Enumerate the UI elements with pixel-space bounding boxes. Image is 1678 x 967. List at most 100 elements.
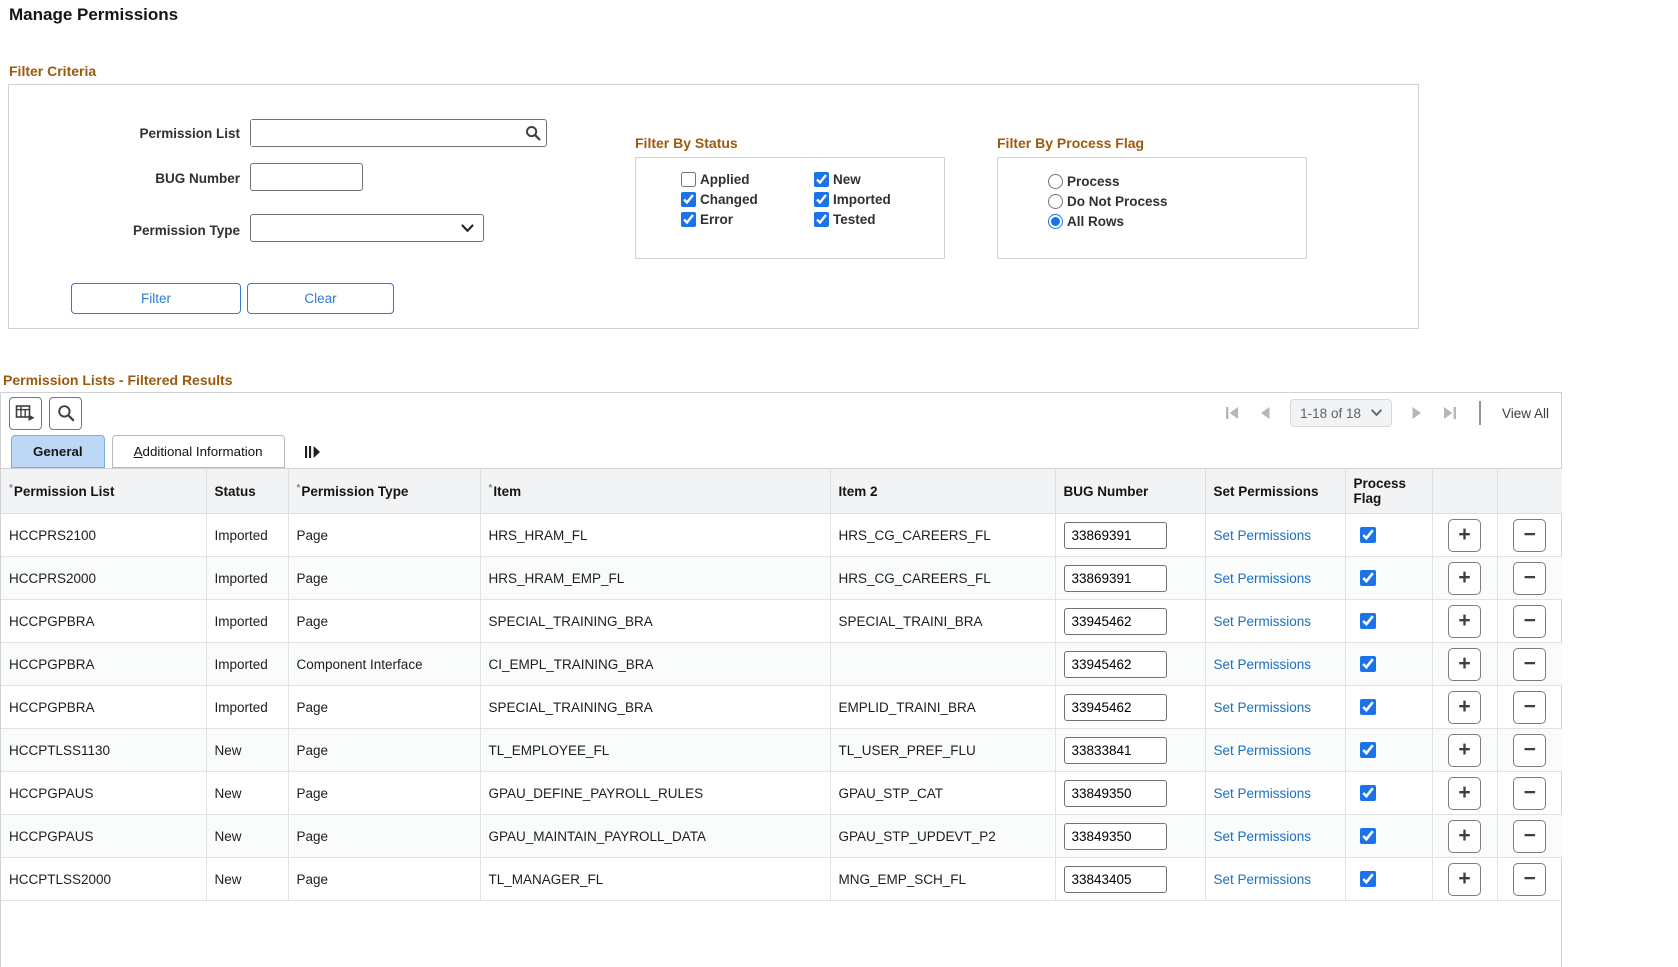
remove-row-button[interactable]: − [1513, 604, 1547, 638]
filter-by-process-flag-panel: Process Do Not Process All Rows [997, 157, 1307, 259]
table-row: HCCPGPBRA Imported Page SPECIAL_TRAINING_BR… [1, 685, 1562, 729]
permission-type-label: Permission Type [132, 223, 240, 238]
set-permissions-link[interactable]: Set Permissions [1213, 742, 1312, 758]
status-checkbox-tested[interactable] [814, 212, 829, 227]
process-flag-radio-do-not-process[interactable] [1048, 194, 1063, 209]
add-row-button[interactable]: + [1448, 518, 1481, 552]
tab-general[interactable]: General [11, 435, 105, 468]
process-flag-checkbox[interactable] [1359, 613, 1376, 630]
bug-number-row-input[interactable] [1063, 865, 1167, 893]
permission-type-select[interactable] [250, 214, 484, 242]
set-permissions-link[interactable]: Set Permissions [1213, 527, 1312, 543]
remove-row-button[interactable]: − [1513, 733, 1547, 767]
cell-permission-list: HCCPGPAUS [1, 814, 207, 858]
set-permissions-link[interactable]: Set Permissions [1213, 828, 1312, 844]
pagination-next-button[interactable] [1411, 406, 1423, 420]
process-flag-checkbox[interactable] [1359, 785, 1376, 802]
status-checkbox-imported[interactable] [814, 192, 829, 207]
remove-row-button[interactable]: − [1513, 819, 1547, 853]
remove-row-button[interactable]: − [1513, 690, 1547, 724]
cell-set-permissions: Set Permissions [1204, 685, 1346, 729]
previous-page-icon [1261, 407, 1270, 419]
process-flag-checkbox[interactable] [1359, 656, 1376, 673]
process-flag-radio-process[interactable] [1048, 174, 1063, 189]
set-permissions-link[interactable]: Set Permissions [1213, 656, 1312, 672]
cell-set-permissions: Set Permissions [1204, 814, 1346, 858]
column-header-permission-list: *Permission List [1, 468, 207, 514]
view-all-link[interactable]: View All [1501, 405, 1549, 421]
bug-number-input[interactable] [250, 163, 363, 191]
set-permissions-link[interactable]: Set Permissions [1213, 570, 1312, 586]
pagination-previous-button[interactable] [1259, 406, 1271, 420]
add-row-button[interactable]: + [1448, 561, 1481, 595]
pagination-first-button[interactable] [1224, 406, 1240, 420]
cell-item: CI_EMPL_TRAINING_BRA [479, 642, 831, 686]
process-flag-checkbox[interactable] [1359, 570, 1376, 587]
cell-process-flag [1344, 599, 1433, 643]
grid-action-menu-button[interactable] [9, 396, 42, 430]
process-flag-checkbox[interactable] [1359, 871, 1376, 888]
set-permissions-link[interactable]: Set Permissions [1213, 785, 1312, 801]
process-flag-checkbox[interactable] [1359, 742, 1376, 759]
process-flag-checkbox[interactable] [1359, 699, 1376, 716]
cell-item: GPAU_MAINTAIN_PAYROLL_DATA [479, 814, 831, 858]
add-row-button[interactable]: + [1448, 819, 1481, 853]
bug-number-row-input[interactable] [1063, 607, 1167, 635]
status-checkbox-new[interactable] [814, 172, 829, 187]
cell-permission-type: Page [287, 599, 481, 643]
add-row-button[interactable]: + [1448, 647, 1481, 681]
plus-icon: + [1458, 823, 1471, 847]
cell-set-permissions: Set Permissions [1204, 556, 1346, 600]
add-row-button[interactable]: + [1448, 862, 1481, 896]
bug-number-row-input[interactable] [1063, 822, 1167, 850]
add-row-button[interactable]: + [1448, 604, 1481, 638]
cell-process-flag [1344, 513, 1433, 557]
add-row-button[interactable]: + [1448, 733, 1481, 767]
bug-number-row-input[interactable] [1063, 736, 1167, 764]
permission-list-lookup-button[interactable] [520, 120, 546, 146]
clear-button[interactable]: Clear [247, 283, 394, 314]
process-flag-option-label: Process [1067, 174, 1120, 189]
add-row-button[interactable]: + [1448, 690, 1481, 724]
set-permissions-link[interactable]: Set Permissions [1213, 699, 1312, 715]
process-flag-checkbox[interactable] [1359, 527, 1376, 544]
table-row: HCCPRS2100 Imported Page HRS_HRAM_FL HRS_CG_… [1, 513, 1562, 557]
next-page-icon [1412, 407, 1421, 419]
find-button[interactable] [49, 396, 82, 430]
cell-permission-type: Page [287, 513, 481, 557]
cell-process-flag [1344, 642, 1433, 686]
remove-row-button[interactable]: − [1513, 518, 1547, 552]
cell-set-permissions: Set Permissions [1204, 771, 1346, 815]
bug-number-row-input[interactable] [1063, 521, 1167, 549]
set-permissions-link[interactable]: Set Permissions [1213, 613, 1312, 629]
process-flag-checkbox[interactable] [1359, 828, 1376, 845]
remove-row-button[interactable]: − [1513, 862, 1547, 896]
cell-remove-row: − [1496, 556, 1562, 600]
bug-number-row-input[interactable] [1063, 779, 1167, 807]
bug-number-row-input[interactable] [1063, 693, 1167, 721]
cell-permission-type: Page [287, 685, 481, 729]
bug-number-row-input[interactable] [1063, 650, 1167, 678]
status-checkbox-changed[interactable] [681, 192, 696, 207]
remove-row-button[interactable]: − [1513, 561, 1547, 595]
permission-list-field [250, 119, 547, 147]
cell-status: New [205, 857, 289, 901]
add-row-button[interactable]: + [1448, 776, 1481, 810]
cell-permission-type: Page [287, 814, 481, 858]
remove-row-button[interactable]: − [1513, 776, 1547, 810]
cell-bug-number [1054, 857, 1206, 901]
process-flag-radio-all-rows[interactable] [1048, 214, 1063, 229]
bug-number-row-input[interactable] [1063, 564, 1167, 592]
column-header-bug-number: BUG Number [1054, 468, 1206, 514]
permission-list-input[interactable] [251, 120, 520, 146]
filter-button[interactable]: Filter [71, 283, 241, 314]
pagination-last-button[interactable] [1442, 406, 1458, 420]
status-checkbox-applied[interactable] [681, 172, 696, 187]
remove-row-button[interactable]: − [1513, 647, 1547, 681]
show-all-columns-button[interactable] [300, 435, 325, 468]
pagination-range-select[interactable]: 1-18 of 18 [1290, 399, 1392, 427]
status-option-label: Error [700, 212, 734, 227]
status-checkbox-error[interactable] [681, 212, 696, 227]
set-permissions-link[interactable]: Set Permissions [1213, 871, 1312, 887]
